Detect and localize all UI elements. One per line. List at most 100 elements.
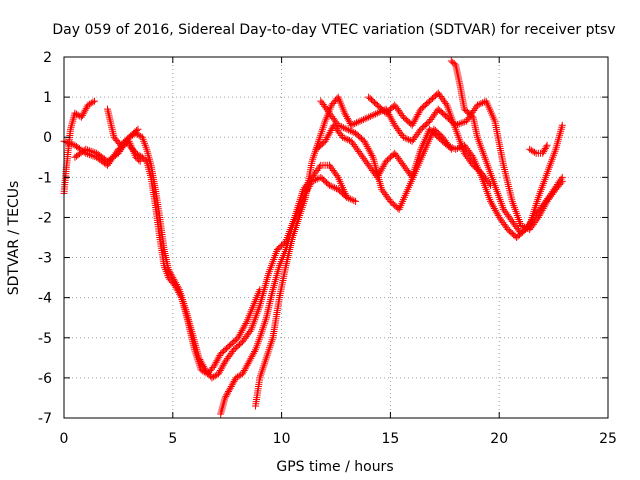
data-point	[324, 132, 332, 140]
data-point	[390, 119, 398, 127]
data-point	[354, 118, 362, 126]
data-point	[362, 141, 370, 149]
data-point	[473, 101, 481, 109]
data-point	[489, 203, 497, 211]
data-point	[316, 163, 324, 171]
y-tick-label: 2	[43, 50, 52, 66]
y-tick-label: -2	[38, 210, 52, 226]
series-track-12	[526, 141, 551, 157]
x-tick-label: 0	[60, 431, 69, 447]
data-point	[343, 125, 351, 133]
data-point	[359, 116, 367, 124]
data-point	[62, 138, 70, 146]
data-point	[463, 117, 471, 125]
data-point	[556, 177, 564, 185]
data-point	[345, 194, 353, 202]
x-tick-label: 10	[273, 431, 291, 447]
y-axis-label: SDTVAR / TECUs	[6, 181, 22, 296]
data-point	[341, 124, 349, 132]
y-tick-label: -7	[38, 411, 52, 427]
data-point	[321, 137, 329, 145]
plot-frame	[63, 56, 609, 419]
data-point	[134, 125, 142, 133]
data-point	[239, 325, 247, 333]
data-point	[490, 205, 498, 213]
data-point	[401, 134, 409, 142]
data-point	[356, 117, 364, 125]
y-tick-label: -4	[38, 291, 52, 307]
data-point	[558, 121, 566, 129]
data-point	[234, 334, 242, 342]
data-point	[358, 116, 366, 124]
data-point	[539, 149, 547, 157]
data-point	[329, 183, 337, 191]
data-point	[225, 388, 233, 396]
data-point	[365, 146, 373, 154]
data-point	[336, 122, 344, 130]
data-point	[308, 177, 316, 185]
data-point	[344, 136, 352, 144]
data-point	[339, 133, 347, 141]
y-tick-label: -6	[38, 371, 52, 387]
data-point	[242, 320, 250, 328]
y-tick-label: 0	[43, 130, 52, 146]
data-point	[517, 221, 525, 229]
data-point	[312, 176, 320, 184]
data-point	[361, 139, 369, 147]
data-point	[346, 195, 354, 203]
data-point	[379, 163, 387, 171]
data-point	[409, 119, 417, 127]
data-point	[246, 327, 254, 335]
data-point	[367, 150, 375, 158]
data-point	[348, 128, 356, 136]
series-track-5	[125, 141, 264, 378]
data-point	[372, 110, 380, 118]
y-tick-label: 1	[43, 90, 52, 106]
data-point	[91, 149, 99, 157]
data-point	[327, 127, 335, 135]
data-point	[368, 151, 376, 159]
data-point	[114, 149, 122, 157]
data-point	[202, 369, 210, 377]
data-point	[87, 147, 95, 155]
x-tick-label: 5	[168, 431, 177, 447]
data-point	[90, 97, 98, 105]
data-point	[366, 148, 374, 156]
data-point	[333, 172, 341, 180]
data-point	[89, 98, 97, 106]
y-tick-label: -3	[38, 251, 52, 267]
data-point	[531, 148, 539, 156]
data-point	[389, 118, 397, 126]
data-point	[378, 164, 386, 172]
data-point	[386, 112, 394, 120]
data-point	[475, 100, 483, 108]
data-point	[410, 118, 418, 126]
data-point	[399, 133, 407, 141]
data-point	[65, 139, 73, 147]
data-point	[553, 180, 561, 188]
data-point	[224, 389, 232, 397]
data-point	[334, 121, 342, 129]
data-point	[241, 321, 249, 329]
data-point	[366, 112, 374, 120]
data-point	[542, 143, 550, 151]
data-point	[116, 147, 124, 155]
chart-title: Day 059 of 2016, Sidereal Day-to-day VTE…	[52, 22, 615, 38]
data-point	[361, 115, 369, 123]
data-point	[67, 140, 75, 148]
data-point	[315, 174, 323, 182]
data-point	[412, 114, 420, 122]
data-point	[377, 166, 385, 174]
data-point	[346, 127, 354, 135]
data-point	[491, 206, 499, 214]
data-point	[363, 114, 371, 122]
data-point	[488, 201, 496, 209]
y-tick-label: -5	[38, 331, 52, 347]
data-point	[493, 210, 501, 218]
data-point	[222, 392, 230, 400]
data-point	[364, 144, 372, 152]
data-point	[338, 123, 346, 131]
data-point	[351, 120, 359, 128]
